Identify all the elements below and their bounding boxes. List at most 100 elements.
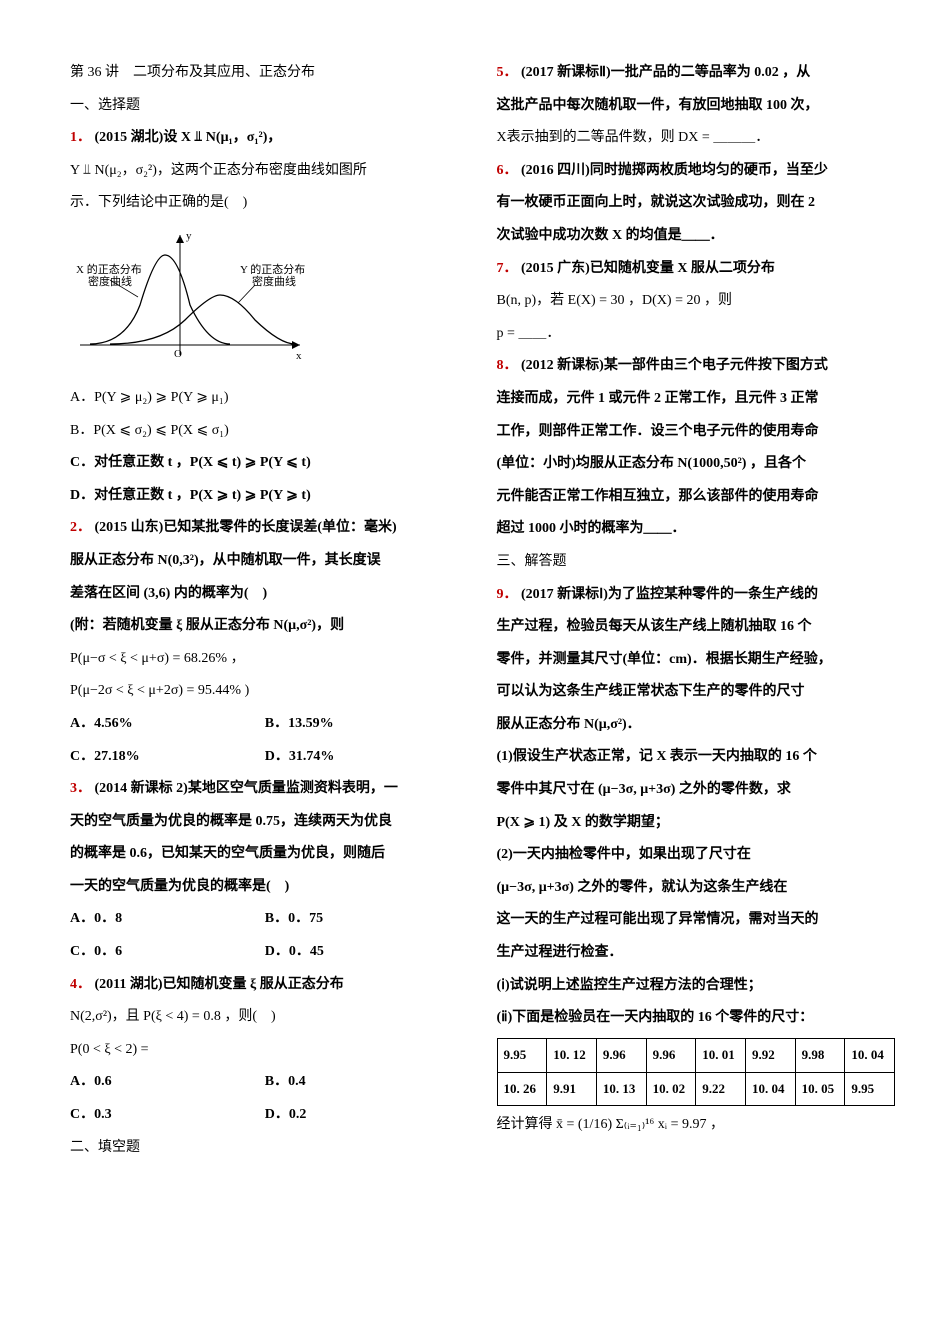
q4-optB: B．0.4 — [265, 1069, 456, 1096]
q8-line1: 8． (2012 新课标)某一部件由三个电子元件按下图方式 — [497, 353, 896, 380]
q2-optB: B．13.59% — [265, 711, 456, 738]
q6-head: (2016 四川)同时抛掷两枚质地均匀的硬币，当至少 — [521, 163, 828, 178]
q9-calc: 经计算得 x̄ = (1/16) Σ₍ᵢ₌₁₎¹⁶ xᵢ = 9.97 ， — [497, 1112, 896, 1139]
q4-number: 4． — [70, 977, 91, 992]
q9-p1c: P(X ⩾ 1) 及 X 的数学期望； — [497, 810, 896, 837]
q1-optD: D．对任意正数 t ，P(X ⩾ t) ⩾ P(Y ⩾ t) — [70, 483, 469, 510]
q4-opts-CD: C．0.3 D．0.2 — [70, 1102, 469, 1129]
q9-p2f: (ⅱ)下面是检验员在一天内抽取的 16 个零件的尺寸： — [497, 1005, 896, 1032]
q4-optC: C．0.3 — [70, 1102, 261, 1129]
q3-optA: A．0．8 — [70, 906, 261, 933]
q3-optD: D．0．45 — [265, 939, 456, 966]
q4-l3: P(0 < ξ < 2) = — [70, 1037, 469, 1064]
q4-opts-AB: A．0.6 B．0.4 — [70, 1069, 469, 1096]
table-row: 10. 26 9.91 10. 13 10. 02 9.22 10. 04 10… — [497, 1072, 895, 1106]
q8-number: 8． — [497, 358, 518, 373]
q3-optB: B．0．75 — [265, 906, 456, 933]
cell: 9.91 — [547, 1072, 597, 1106]
q9-l3: 零件，并测量其尺寸(单位：cm)．根据长期生产经验， — [497, 647, 896, 674]
q1-head: (2015 湖北)设 X ⫫ N(μ₁，σ₁²)， — [95, 130, 282, 145]
q9-l4: 可以认为这条生产线正常状态下生产的零件的尺寸 — [497, 679, 896, 706]
q3-line1: 3． (2014 新课标 2)某地区空气质量监测资料表明，一 — [70, 776, 469, 803]
q9-p2e: (ⅰ)试说明上述监控生产过程方法的合理性； — [497, 973, 896, 1000]
cell: 9.95 — [845, 1072, 895, 1106]
curve1-label-a: X 的正态分布 — [76, 262, 142, 276]
q1-number: 1． — [70, 130, 91, 145]
q9-data-table: 9.95 10. 12 9.96 9.96 10. 01 9.92 9.98 1… — [497, 1038, 896, 1106]
q4-l2: N(2,σ²)，且 P(ξ < 4) = 0.8 ，则( ) — [70, 1004, 469, 1031]
cell: 10. 04 — [845, 1038, 895, 1072]
section-2-heading: 二、填空题 — [70, 1135, 469, 1162]
curve2-label-a: Y 的正态分布 — [240, 262, 305, 276]
cell: 9.95 — [497, 1038, 547, 1072]
section-3-heading: 三、解答题 — [497, 549, 896, 576]
cell: 10. 05 — [795, 1072, 845, 1106]
q2-number: 2． — [70, 520, 91, 535]
q1-figure: y x O X 的正态分布 密度曲线 Y 的正态分布 密度曲线 — [70, 225, 310, 375]
q9-head: (2017 新课标Ⅰ)为了监控某种零件的一条生产线的 — [521, 587, 818, 602]
curve1-label-b: 密度曲线 — [88, 274, 132, 288]
cell: 10. 12 — [547, 1038, 597, 1072]
q7-number: 7． — [497, 261, 518, 276]
q2-note2: P(μ−σ < ξ < μ+σ) = 68.26% ， — [70, 646, 469, 673]
page-body: 第 36 讲 二项分布及其应用、正态分布 一、选择题 1． (2015 湖北)设… — [70, 60, 895, 1161]
q3-head: (2014 新课标 2)某地区空气质量监测资料表明，一 — [95, 781, 398, 796]
q8-l3: 工作，则部件正常工作．设三个电子元件的使用寿命 — [497, 419, 896, 446]
q7-l2: B(n, p)，若 E(X) = 30 ，D(X) = 20 ，则 — [497, 288, 896, 315]
q7-head: (2015 广东)已知随机变量 X 服从二项分布 — [521, 261, 775, 276]
q6-line1: 6． (2016 四川)同时抛掷两枚质地均匀的硬币，当至少 — [497, 158, 896, 185]
q1-optC: C．对任意正数 t ，P(X ⩽ t) ⩾ P(Y ⩽ t) — [70, 450, 469, 477]
section-1-heading: 一、选择题 — [70, 93, 469, 120]
q2-optC: C．27.18% — [70, 744, 261, 771]
q2-head: (2015 山东)已知某批零件的长度误差(单位：毫米) — [95, 520, 397, 535]
cell: 9.96 — [646, 1038, 696, 1072]
q9-p2c: 这一天的生产过程可能出现了异常情况，需对当天的 — [497, 907, 896, 934]
cell: 10. 01 — [696, 1038, 746, 1072]
q2-optA: A．4.56% — [70, 711, 261, 738]
q9-p1b: 零件中其尺寸在 (μ−3σ, μ+3σ) 之外的零件数，求 — [497, 777, 896, 804]
q6-l2: 有一枚硬币正面向上时，就说这次试验成功，则在 2 — [497, 190, 896, 217]
q4-line1: 4． (2011 湖北)已知随机变量 ξ 服从正态分布 — [70, 972, 469, 999]
q3-number: 3． — [70, 781, 91, 796]
q1-line1: 1． (2015 湖北)设 X ⫫ N(μ₁，σ₁²)， — [70, 125, 469, 152]
q7-line1: 7． (2015 广东)已知随机变量 X 服从二项分布 — [497, 256, 896, 283]
q9-number: 9． — [497, 587, 518, 602]
lecture-title: 第 36 讲 二项分布及其应用、正态分布 — [70, 60, 469, 87]
q5-number: 5． — [497, 65, 518, 80]
q7-l3: p = ＿＿． — [497, 321, 896, 348]
q8-head: (2012 新课标)某一部件由三个电子元件按下图方式 — [521, 358, 828, 373]
q4-optA: A．0.6 — [70, 1069, 261, 1096]
q2-opts-AB: A．4.56% B．13.59% — [70, 711, 469, 738]
q2-optD: D．31.74% — [265, 744, 456, 771]
q9-l5: 服从正态分布 N(μ,σ²)． — [497, 712, 896, 739]
q5-line1: 5． (2017 新课标Ⅱ)一批产品的二等品率为 0.02 ，从 — [497, 60, 896, 87]
cell: 9.98 — [795, 1038, 845, 1072]
q9-p2a: (2)一天内抽检零件中，如果出现了尺寸在 — [497, 842, 896, 869]
x-axis-label: x — [296, 350, 302, 362]
q5-l2: 这批产品中每次随机取一件，有放回地抽取 100 次， — [497, 93, 896, 120]
cell: 9.96 — [596, 1038, 646, 1072]
q1-optA: A．P(Y ⩾ μ₂) ⩾ P(Y ⩾ μ₁) — [70, 385, 469, 412]
q4-optD: D．0.2 — [265, 1102, 456, 1129]
q3-l4: 一天的空气质量为优良的概率是( ) — [70, 874, 469, 901]
q2-line2: 服从正态分布 N(0,3²)，从中随机取一件，其长度误 — [70, 548, 469, 575]
q9-line1: 9． (2017 新课标Ⅰ)为了监控某种零件的一条生产线的 — [497, 582, 896, 609]
q8-l4: (单位：小时)均服从正态分布 N(1000,50²) ，且各个 — [497, 451, 896, 478]
q3-opts-CD: C．0．6 D．0．45 — [70, 939, 469, 966]
cell: 10. 26 — [497, 1072, 547, 1106]
table-row: 9.95 10. 12 9.96 9.96 10. 01 9.92 9.98 1… — [497, 1038, 895, 1072]
cell: 9.22 — [696, 1072, 746, 1106]
curve2-label-b: 密度曲线 — [252, 274, 296, 288]
q9-l2: 生产过程，检验员每天从该生产线上随机抽取 16 个 — [497, 614, 896, 641]
q3-l2: 天的空气质量为优良的概率是 0.75，连续两天为优良 — [70, 809, 469, 836]
q1-line2: Y ⫫ N(μ₂，σ₂²)，这两个正态分布密度曲线如图所 — [70, 158, 469, 185]
q2-line1: 2． (2015 山东)已知某批零件的长度误差(单位：毫米) — [70, 515, 469, 542]
q2-note1: (附：若随机变量 ξ 服从正态分布 N(μ,σ²)，则 — [70, 613, 469, 640]
q4-head: (2011 湖北)已知随机变量 ξ 服从正态分布 — [95, 977, 344, 992]
q9-p2d: 生产过程进行检查． — [497, 940, 896, 967]
y-axis-label: y — [186, 230, 192, 242]
cell: 9.92 — [745, 1038, 795, 1072]
q9-p1a: (1)假设生产状态正常，记 X 表示一天内抽取的 16 个 — [497, 744, 896, 771]
q1-line3: 示．下列结论中正确的是( ) — [70, 190, 469, 217]
cell: 10. 02 — [646, 1072, 696, 1106]
